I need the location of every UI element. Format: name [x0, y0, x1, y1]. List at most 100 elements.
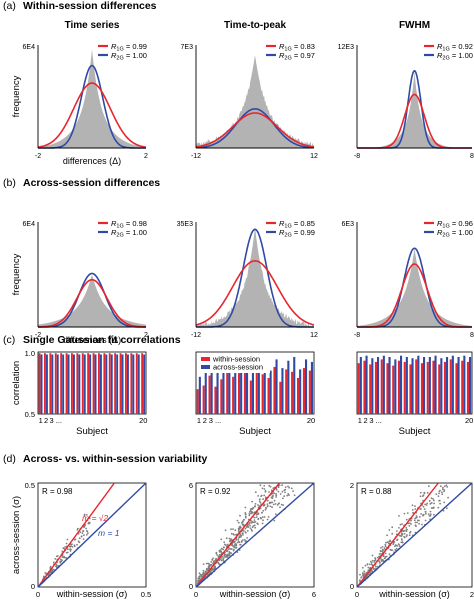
x-tick-20: 20	[307, 416, 315, 425]
bar-across-session-13	[105, 354, 108, 414]
scatter-point	[414, 505, 416, 507]
scatter-point	[263, 494, 266, 497]
x-tick-min: -2	[35, 332, 41, 339]
chart-d2: R = 0.92 0 6 0 6 within-session (σ)	[189, 481, 316, 599]
scatter-point	[73, 545, 76, 548]
bar-within-session-19	[461, 360, 464, 414]
fit-1g-line	[38, 82, 146, 148]
x-axis-label: within-session (σ)	[56, 589, 128, 599]
scatter-point	[198, 572, 201, 575]
scatter-point	[388, 553, 391, 555]
scatter-point	[244, 506, 247, 509]
scatter-point	[56, 555, 59, 557]
scatter-point	[64, 556, 66, 559]
scatter-point	[197, 577, 200, 580]
scatter-point	[250, 519, 252, 522]
line-slope-sqrt2	[37, 482, 115, 588]
legend-entry-1G: R1G = 0.85	[279, 219, 315, 230]
scatter-point	[244, 527, 247, 530]
scatter-point	[198, 575, 201, 578]
chart-b1: 6E4 -2 2 differences (Δ) frequency R1G = 0.98…	[11, 219, 148, 345]
scatter-point	[211, 558, 214, 561]
scatter-point	[85, 533, 88, 536]
scatter-point	[447, 496, 449, 499]
scatter-point	[236, 519, 239, 522]
bar-within-session-13	[267, 378, 270, 414]
x-tick-max: 0.5	[141, 590, 151, 599]
legend-entry-2G: R2G = 0.97	[279, 51, 315, 62]
scatter-point	[290, 487, 293, 490]
scatter-point	[259, 516, 262, 519]
bar-across-session-20	[310, 361, 313, 414]
scatter-point	[282, 504, 285, 506]
scatter-point	[201, 573, 204, 576]
bar-across-session-3	[210, 368, 213, 414]
bar-across-session-7	[394, 359, 397, 414]
scatter-point	[405, 529, 408, 531]
bar-within-session-15	[438, 364, 441, 414]
chart-d3: R = 0.88 0 2 0 2 within-session (σ)	[350, 481, 474, 599]
scatter-point	[258, 498, 261, 501]
plot-frame	[356, 482, 473, 588]
scatter-point	[265, 507, 267, 510]
y-max-label: 6E4	[23, 44, 36, 51]
bar-within-session-7	[232, 376, 235, 414]
scatter-point	[49, 566, 52, 569]
plot-frame	[37, 351, 147, 415]
bar-across-session-17	[451, 355, 454, 414]
scatter-point	[254, 526, 257, 529]
scatter-point	[253, 521, 256, 524]
scatter-point	[442, 486, 444, 489]
scatter-point	[428, 515, 431, 517]
legend-box	[198, 354, 270, 373]
scatter-point	[278, 502, 280, 505]
scatter-point	[386, 541, 389, 543]
fit-1g-line	[357, 263, 472, 328]
y-tick-min: 0	[189, 582, 193, 591]
scatter-point	[410, 523, 412, 525]
legend-entry-2G: R2G = 0.99	[279, 228, 315, 239]
x-axis-label: within-session (σ)	[219, 589, 291, 599]
scatter-point	[400, 538, 403, 540]
scatter-point	[250, 512, 252, 515]
scatter-point	[248, 511, 251, 513]
plot-frame	[195, 482, 315, 588]
scatter-point	[271, 501, 274, 504]
scatter-point	[385, 541, 387, 544]
scatter-point	[226, 543, 229, 546]
x-tick-max: 2	[144, 332, 148, 339]
scatter-point	[243, 519, 245, 521]
bar-within-session-3	[49, 353, 52, 414]
scatter-point	[248, 514, 251, 517]
scatter-point	[67, 548, 69, 551]
bar-within-session-18	[455, 363, 458, 414]
scatter-point	[213, 567, 216, 570]
scatter-point	[270, 496, 273, 499]
bar-across-session-11	[257, 358, 260, 414]
scatter-point	[264, 491, 267, 493]
scatter-point	[382, 549, 385, 551]
scatter-point	[219, 553, 221, 556]
bar-across-session-19	[305, 359, 308, 414]
bar-across-session-20	[469, 357, 472, 414]
scatter-point	[398, 515, 400, 517]
scatter-point	[232, 533, 235, 535]
scatter-point	[79, 531, 82, 534]
scatter-point	[223, 541, 226, 544]
scatter-point	[422, 514, 424, 517]
scatter-point	[284, 491, 286, 494]
scatter-point	[418, 516, 421, 518]
bar-within-session-5	[380, 359, 383, 414]
scatter-point	[233, 541, 236, 544]
scatter-point	[401, 523, 403, 525]
scatter-point	[240, 534, 243, 537]
scatter-point	[222, 557, 225, 560]
scatter-point	[415, 515, 418, 517]
scatter-point	[205, 567, 208, 570]
bar-within-session-17	[125, 353, 127, 414]
scatter-point	[421, 495, 424, 497]
x-tick-3: 3 ...	[50, 416, 63, 425]
scatter-point	[378, 560, 381, 563]
